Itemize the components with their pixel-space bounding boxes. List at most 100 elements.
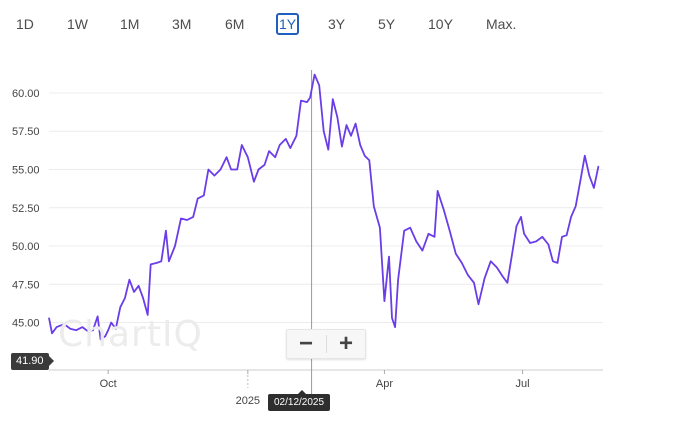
- x-tick-label: Apr: [376, 378, 393, 390]
- zoom-out-button[interactable]: −: [298, 330, 313, 357]
- data-point: [100, 338, 102, 340]
- data-point: [506, 282, 508, 284]
- data-point: [520, 216, 522, 218]
- data-point: [579, 181, 581, 183]
- data-point: [332, 98, 334, 100]
- data-point: [203, 194, 205, 197]
- data-point: [588, 175, 590, 177]
- data-point: [461, 262, 463, 264]
- time-range-selector: 1D 1W 1M 3M 6M 1Y 3Y 5Y 10Y Max.: [0, 10, 675, 38]
- data-point: [397, 279, 399, 281]
- data-point: [300, 100, 302, 102]
- range-button-3y[interactable]: 3Y: [328, 16, 346, 32]
- y-tick-label: 47.50: [12, 279, 40, 291]
- data-point: [477, 303, 480, 305]
- y-tick-label: 45.00: [12, 318, 40, 330]
- data-point: [180, 217, 182, 220]
- data-point: [341, 145, 343, 148]
- data-point: [115, 328, 117, 330]
- range-button-5y[interactable]: 5Y: [378, 16, 396, 32]
- price-series-line: [48, 73, 600, 341]
- data-point: [455, 253, 457, 255]
- data-point: [87, 331, 90, 333]
- data-point: [75, 329, 77, 331]
- data-point: [575, 205, 577, 207]
- data-point: [449, 230, 451, 232]
- data-point: [394, 326, 396, 328]
- x-tick-label: Oct: [100, 378, 117, 390]
- data-point: [226, 156, 228, 158]
- x-tick-label: 2025: [236, 395, 260, 407]
- data-point: [268, 150, 270, 152]
- data-point: [467, 274, 469, 276]
- data-point: [556, 262, 559, 264]
- range-button-max[interactable]: Max.: [486, 16, 517, 32]
- data-point: [547, 243, 550, 246]
- data-point: [597, 165, 600, 167]
- data-point: [535, 240, 537, 242]
- crosshair-price-label: 41.90: [11, 353, 54, 370]
- data-point: [561, 236, 563, 238]
- data-point: [110, 322, 112, 324]
- data-point: [336, 116, 338, 118]
- data-point: [192, 216, 194, 218]
- range-button-1w[interactable]: 1W: [67, 16, 88, 32]
- data-point: [391, 317, 393, 319]
- zoom-in-button[interactable]: +: [338, 330, 353, 357]
- data-point: [566, 234, 568, 236]
- data-point: [236, 168, 238, 171]
- data-point: [309, 97, 311, 99]
- data-point: [69, 328, 71, 330]
- y-tick-label: 60.00: [12, 88, 40, 100]
- data-point: [350, 135, 352, 137]
- chartiq-watermark: ChartIQ: [58, 314, 203, 355]
- data-point: [570, 216, 572, 218]
- data-point: [48, 317, 50, 319]
- data-point: [323, 130, 325, 132]
- data-point: [318, 84, 320, 86]
- range-button-3m[interactable]: 3M: [172, 16, 192, 32]
- range-button-6m[interactable]: 6M: [225, 16, 245, 32]
- data-point: [552, 260, 554, 262]
- data-point: [523, 233, 525, 235]
- data-point: [253, 181, 255, 183]
- data-point: [345, 124, 348, 126]
- data-point: [92, 329, 94, 331]
- zoom-control: − +: [286, 329, 366, 359]
- data-point: [368, 159, 370, 161]
- range-button-1y[interactable]: 1Y: [276, 13, 300, 35]
- data-point: [403, 230, 405, 232]
- data-point: [285, 138, 287, 140]
- data-point: [484, 277, 486, 279]
- data-point: [142, 297, 144, 299]
- data-point: [379, 227, 381, 229]
- data-point: [306, 101, 308, 103]
- data-point: [437, 190, 439, 192]
- data-point: [147, 314, 149, 316]
- data-point: [388, 256, 390, 258]
- data-point: [584, 155, 586, 157]
- range-button-1m[interactable]: 1M: [120, 16, 140, 32]
- data-point: [63, 323, 65, 325]
- data-point: [511, 254, 513, 256]
- data-point: [415, 240, 417, 242]
- data-point: [133, 291, 135, 293]
- data-point: [165, 230, 167, 232]
- data-point: [197, 198, 199, 200]
- data-point: [279, 144, 281, 146]
- data-point: [138, 285, 140, 287]
- data-point: [160, 260, 162, 262]
- data-point: [107, 329, 109, 331]
- data-point: [119, 306, 121, 308]
- data-point: [427, 233, 430, 235]
- data-point: [81, 326, 83, 328]
- range-button-10y[interactable]: 10Y: [428, 16, 453, 32]
- data-point: [359, 144, 361, 146]
- range-button-1d[interactable]: 1D: [16, 16, 34, 32]
- data-point: [473, 282, 475, 284]
- data-point: [529, 242, 531, 244]
- data-point: [289, 147, 291, 149]
- data-point: [355, 123, 357, 125]
- y-tick-label: 50.00: [12, 241, 40, 253]
